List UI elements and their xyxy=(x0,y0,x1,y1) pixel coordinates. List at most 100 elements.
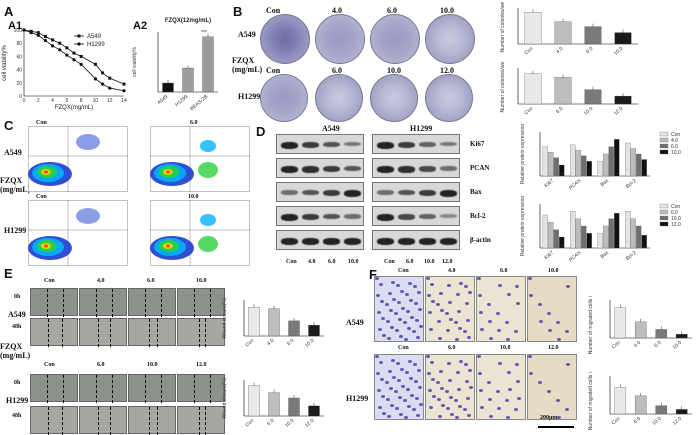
migrated-cell xyxy=(377,389,381,392)
migrated-cell xyxy=(376,372,380,375)
migrated-cell xyxy=(406,388,410,391)
y-axis-label: Relative protein expression xyxy=(520,196,526,256)
dish-label: 12.0 xyxy=(440,66,454,75)
legend-marker xyxy=(77,34,81,38)
migrated-cell xyxy=(459,360,463,363)
migrated-cell xyxy=(375,277,379,280)
bar xyxy=(584,26,602,45)
x-tick-label: 0 xyxy=(23,98,26,104)
wound-edge xyxy=(96,289,97,317)
dish-label: 6.0 xyxy=(387,6,397,15)
migrated-cell xyxy=(414,380,418,383)
bar xyxy=(636,153,642,177)
protein-band xyxy=(281,238,298,245)
lane-label: 10.0 xyxy=(348,259,359,265)
blot-col-label: H1299 xyxy=(410,124,433,133)
dish-label: 6.0 xyxy=(332,66,342,75)
a1-line-chart: 0 20 40 60 80 100 0 2 4 6 8 10 12 14 FZQX(mg/mL) cell v… xyxy=(2,28,127,111)
protein-band xyxy=(302,142,319,149)
legend-swatch xyxy=(659,215,669,221)
series-line xyxy=(23,29,125,85)
data-point xyxy=(22,28,26,32)
wound-edge xyxy=(149,319,150,347)
colony-dish xyxy=(425,14,475,64)
migrated-cell xyxy=(547,390,551,393)
migrated-cell xyxy=(469,386,473,389)
bar xyxy=(614,139,620,177)
bar xyxy=(603,225,609,249)
bar xyxy=(597,161,603,177)
x-tick-label: Con xyxy=(611,416,622,427)
bar xyxy=(182,67,194,93)
bar xyxy=(570,211,576,249)
migrated-cell xyxy=(401,307,405,310)
migrated-cell xyxy=(389,309,393,312)
migrated-cell xyxy=(426,277,430,280)
migrated-cell xyxy=(514,408,518,411)
migrated-cell xyxy=(466,319,470,322)
y-tick-label: 0 xyxy=(19,94,22,100)
wound-col-label: 10.0 xyxy=(196,278,207,284)
wound-image xyxy=(177,288,225,317)
bar xyxy=(614,213,620,249)
bar xyxy=(570,144,576,177)
f-bar-chart-a549: Con 4.0 6.0 10.0 Number of migrated cells in… xyxy=(588,296,692,354)
x-tick-label: Bcl-2 xyxy=(625,178,638,190)
colony-panel: A549 FZQX (mg/mL) H1299 Con 4.0 6.0 10.0 … xyxy=(232,0,492,122)
wound-image xyxy=(79,318,127,347)
protein-band xyxy=(302,238,319,245)
bar xyxy=(608,146,614,177)
legend-label: 10.0 xyxy=(671,150,681,156)
protein-band xyxy=(419,214,436,219)
wound-edge xyxy=(62,407,63,435)
bar xyxy=(308,405,320,417)
trans-col-label: Con xyxy=(398,268,409,274)
western-blot-panel: A549 H1299 Ki67 PCAN Bax Bcl-2 β-actin Con 4… xyxy=(272,124,520,270)
legend-label: 6.0 xyxy=(671,144,678,150)
migrated-cell xyxy=(480,406,484,409)
blot-col-label: A549 xyxy=(322,124,340,133)
b-bar-chart-h1299: Con 6.0 10.0 12.0 Number of colonies/well xyxy=(500,62,638,117)
lane-label: 6.0 xyxy=(328,259,336,265)
protein-band xyxy=(440,214,457,218)
bar xyxy=(542,146,548,177)
migrated-cell xyxy=(387,337,391,340)
density-cloud xyxy=(44,244,48,248)
migrated-cell xyxy=(437,398,441,401)
migrated-cell xyxy=(406,310,410,313)
migrated-cell xyxy=(400,290,404,293)
lane-label: Con xyxy=(384,259,395,265)
migrated-cell xyxy=(390,326,394,329)
wound-image xyxy=(30,374,78,403)
wound-edge xyxy=(48,407,49,435)
dish-label: 10.0 xyxy=(440,6,454,15)
data-point xyxy=(65,53,69,57)
migrated-cell xyxy=(565,408,569,411)
panel-label-b: B xyxy=(233,4,243,19)
time-label: 0h xyxy=(14,380,21,386)
protein-band xyxy=(377,214,394,221)
migrated-cell xyxy=(416,336,420,339)
wound-edge xyxy=(112,375,113,403)
migrated-cell xyxy=(528,355,532,358)
migrated-cell xyxy=(488,398,492,401)
migrated-cell xyxy=(382,334,386,337)
density-cloud xyxy=(198,162,218,178)
y-tick-label: 20 xyxy=(16,81,22,87)
migrated-cell xyxy=(463,330,467,333)
migrated-cell xyxy=(477,277,481,280)
wound-image xyxy=(79,374,127,403)
migrated-cell xyxy=(517,397,521,400)
data-point xyxy=(43,35,47,39)
migrated-cell xyxy=(529,372,533,375)
migrated-cell xyxy=(386,320,390,323)
x-tick-label: PCAN xyxy=(568,178,583,192)
legend-swatch xyxy=(659,203,669,209)
bar xyxy=(614,32,632,45)
migrated-cell xyxy=(378,328,382,331)
migrated-cell xyxy=(507,293,511,296)
colony-dish xyxy=(260,74,308,122)
migrated-cell xyxy=(430,283,434,286)
wound-col-label: 6.0 xyxy=(97,362,105,368)
migrated-cell xyxy=(515,363,519,366)
